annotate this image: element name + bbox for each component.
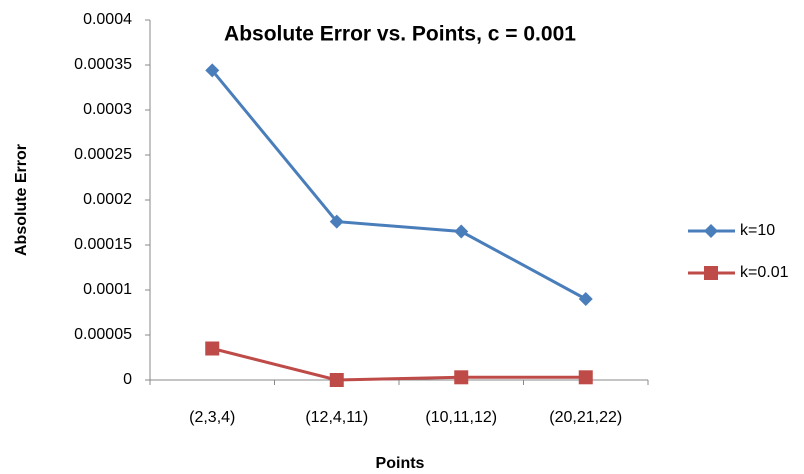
legend-marker (704, 224, 718, 238)
y-tick-label: 0.00025 (74, 146, 132, 163)
y-tick-label: 0.0001 (83, 281, 132, 298)
x-tick-label: (10,11,12) (425, 409, 497, 426)
y-tick-label: 0.00035 (74, 56, 132, 73)
y-tick-label: 0.0002 (83, 191, 132, 208)
data-point (329, 373, 344, 387)
data-point (205, 63, 220, 78)
legend-label: k=10 (740, 222, 775, 239)
x-tick-label: (2,3,4) (189, 409, 235, 426)
data-point (578, 292, 593, 306)
y-tick-label: 0.00005 (74, 326, 132, 343)
chart-title: Absolute Error vs. Points, c = 0.001 (224, 23, 576, 46)
y-tick-label: 0.0003 (83, 101, 132, 118)
x-tick-label: (20,21,22) (549, 409, 622, 426)
y-tick-label: 0.00015 (74, 236, 132, 253)
data-point (454, 370, 469, 385)
x-tick-label: (12,4,11) (305, 409, 368, 426)
y-tick-label: 0.0004 (83, 11, 132, 28)
legend-marker (704, 266, 718, 280)
y-axis-title: Absolute Error (13, 144, 30, 256)
data-point (454, 224, 469, 239)
legend-label: k=0.01 (740, 264, 789, 281)
data-point (578, 370, 593, 385)
x-axis-title: Points (376, 455, 425, 472)
series-line (211, 69, 587, 301)
data-point (329, 214, 344, 229)
series-line (211, 347, 586, 382)
y-tick-label: 0 (123, 371, 132, 388)
data-point (205, 341, 220, 356)
